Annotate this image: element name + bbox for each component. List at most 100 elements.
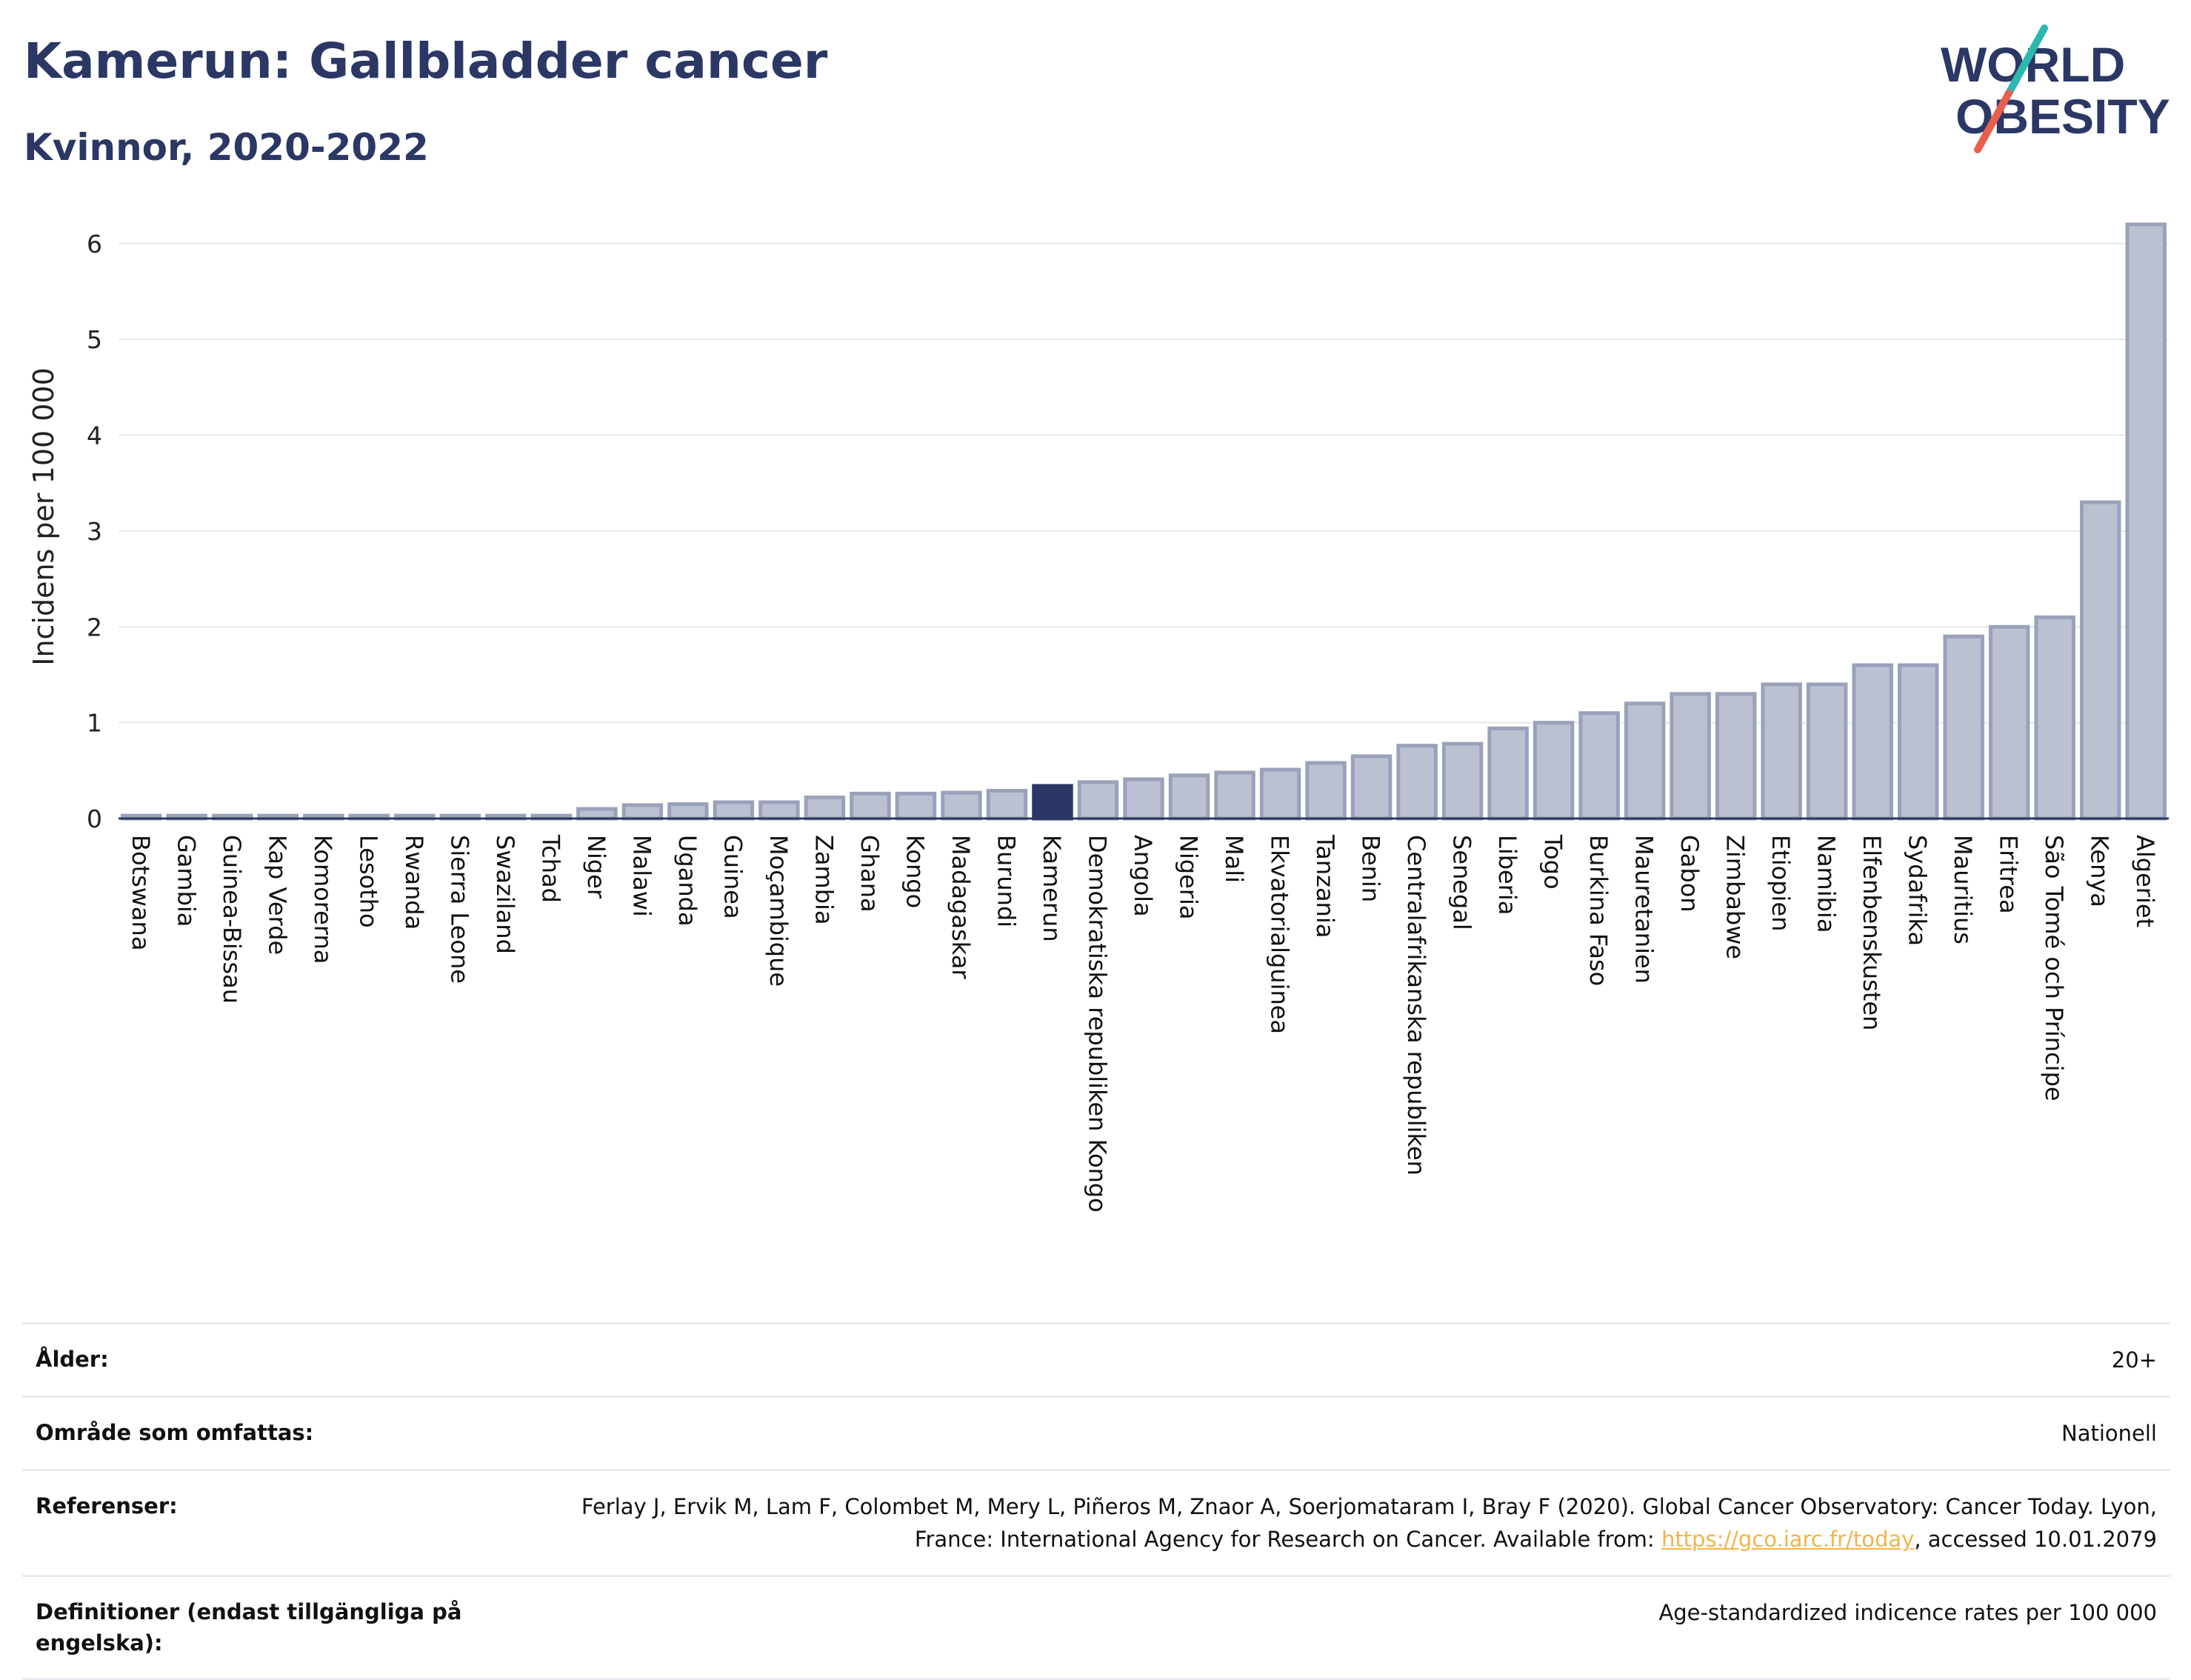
x-tick-label: Ghana xyxy=(856,835,884,913)
bar xyxy=(804,796,846,821)
x-tick-label: Demokratiska republiken Kongo xyxy=(1083,835,1111,1213)
bar xyxy=(621,803,664,821)
bar xyxy=(1897,663,1939,821)
meta-row-references: Referenser: Ferlay J, Ervik M, Lam F, Co… xyxy=(22,1469,2170,1575)
definitions-value: Age-standardized indicence rates per 100… xyxy=(1658,1600,2157,1625)
bar xyxy=(1487,726,1529,821)
x-tick-label: Eritrea xyxy=(1995,835,2023,914)
x-tick-label: Centralafrikanska republiken xyxy=(1402,835,1430,1176)
bar xyxy=(1670,692,1711,821)
definitions-label: Definitioner (endast tillgängliga på eng… xyxy=(36,1599,462,1656)
x-tick-label: São Tomé och Príncipe xyxy=(2040,835,2068,1101)
references-label: Referenser: xyxy=(36,1493,178,1519)
x-tick-label: Kongo xyxy=(901,835,929,908)
x-tick-label: Liberia xyxy=(1493,835,1521,915)
bar xyxy=(758,800,800,821)
world-obesity-logo: WORLD OBESITY xyxy=(1941,24,2170,153)
x-tick-label: Kenya xyxy=(2086,835,2114,907)
x-tick-label: Algeriet xyxy=(2131,835,2159,927)
x-tick-label: Uganda xyxy=(673,835,701,927)
bar xyxy=(1715,692,1757,821)
x-tick-label: Angola xyxy=(1129,835,1157,917)
x-tick-label: Zimbabwe xyxy=(1721,835,1750,959)
x-tick-label: Botswana xyxy=(127,835,155,950)
y-tick-label: 5 xyxy=(87,325,102,354)
bar-chart: 0 1 2 3 4 5 6 Incidens per 100 000 Botswana Gambi… xyxy=(27,222,2169,1213)
x-tick-label: Komorerna xyxy=(309,835,337,964)
bar xyxy=(2034,615,2075,821)
bar xyxy=(850,791,891,821)
bar xyxy=(1852,663,1893,821)
y-tick-label: 4 xyxy=(87,421,102,450)
x-tick-label: Mauritius xyxy=(1949,835,1977,944)
bar xyxy=(713,800,755,821)
x-tick-label: Tchad xyxy=(536,834,564,903)
x-tick-label: Lesotho xyxy=(354,835,382,928)
x-tick-label: Madagaskar xyxy=(947,835,975,979)
bar xyxy=(941,790,982,821)
bar xyxy=(1943,634,1984,821)
x-tick-label: Burundi xyxy=(992,835,1020,927)
area-value: Nationell xyxy=(2061,1421,2157,1446)
y-tick-label: 2 xyxy=(87,613,102,641)
age-value: 20+ xyxy=(2111,1347,2157,1373)
x-tick-label: Tanzania xyxy=(1311,834,1339,938)
y-axis-label: Incidens per 100 000 xyxy=(27,367,60,666)
bar xyxy=(1259,767,1301,821)
x-tick-label: Etiopien xyxy=(1767,835,1795,931)
x-tick-label: Mauretanien xyxy=(1630,835,1658,984)
x-tick-label: Namibia xyxy=(1813,835,1841,933)
logo-slash-bottom xyxy=(1974,90,2012,153)
meta-row-definitions: Definitioner (endast tillgängliga på eng… xyxy=(22,1575,2170,1680)
bar xyxy=(667,802,709,821)
x-tick-label: Rwanda xyxy=(400,835,428,930)
x-tick-label: Ekvatorialguinea xyxy=(1266,835,1294,1034)
bar xyxy=(1624,701,1666,821)
bar xyxy=(2080,500,2121,821)
bar xyxy=(1761,682,1802,821)
y-tick-label: 6 xyxy=(87,230,102,259)
logo-slash-top xyxy=(2005,24,2048,97)
x-tick-label: Moçambique xyxy=(764,835,793,987)
bar xyxy=(1441,741,1484,821)
logo-line-2: OBESITY xyxy=(1955,89,2170,144)
bar xyxy=(1988,624,2030,821)
x-tick-label: Sydafrika xyxy=(1904,835,1932,946)
x-tick-label: Gabon xyxy=(1675,835,1704,913)
area-label: Område som omfattas: xyxy=(36,1420,314,1445)
x-tick-label: Zambia xyxy=(810,835,838,925)
x-tick-label: Sierra Leone xyxy=(445,835,473,984)
bar xyxy=(1077,780,1119,821)
bar xyxy=(1350,754,1393,821)
bar xyxy=(1806,682,1848,821)
bar xyxy=(895,791,937,821)
x-tick-label: Kap Verde xyxy=(263,835,291,955)
references-value: Ferlay J, Ervik M, Lam F, Colombet M, Me… xyxy=(527,1490,2157,1556)
bar xyxy=(1168,773,1210,821)
bar xyxy=(1032,784,1073,821)
bar xyxy=(2125,222,2167,821)
references-link[interactable]: https://gco.iarc.fr/today xyxy=(1661,1527,1915,1552)
bar xyxy=(1123,777,1164,821)
bar xyxy=(1578,711,1620,821)
x-tick-label: Togo xyxy=(1539,834,1567,890)
y-tick-label: 3 xyxy=(87,517,102,546)
page-subtitle: Kvinnor, 2020-2022 xyxy=(24,126,429,169)
meta-row-age: Ålder: 20+ xyxy=(22,1322,2170,1396)
x-tick-label: Burkina Faso xyxy=(1584,835,1613,986)
bar xyxy=(986,788,1028,821)
meta-row-area: Område som omfattas: Nationell xyxy=(22,1396,2170,1469)
x-tick-label: Mali xyxy=(1220,835,1248,883)
age-label: Ålder: xyxy=(36,1347,109,1372)
bar xyxy=(1396,744,1438,821)
y-tick-label: 0 xyxy=(87,804,102,833)
bar xyxy=(1305,761,1347,821)
bar xyxy=(1533,721,1575,821)
x-tick-label: Senegal xyxy=(1448,835,1476,930)
x-tick-label: Guinea xyxy=(718,835,747,919)
metadata-table: Ålder: 20+ Område som omfattas: Nationel… xyxy=(22,1322,2170,1680)
x-tick-label: Nigeria xyxy=(1175,835,1203,919)
x-tick-label: Gambia xyxy=(172,835,200,927)
x-tick-label: Benin xyxy=(1357,835,1385,902)
y-tick-label: 1 xyxy=(87,709,102,738)
